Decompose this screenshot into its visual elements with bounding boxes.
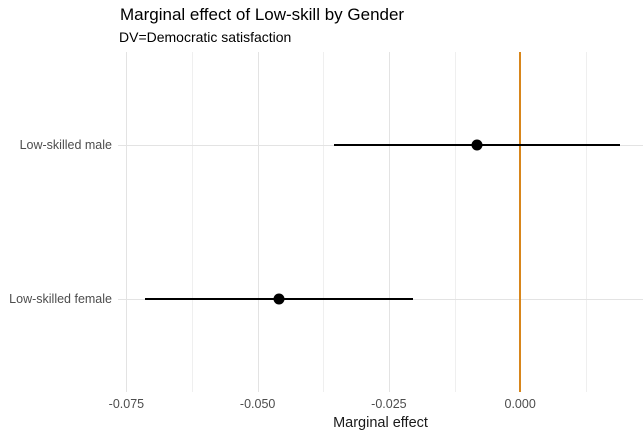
point-estimate (471, 139, 483, 151)
x-tick-label: -0.050 (239, 397, 276, 411)
gridline-minor (192, 52, 194, 392)
x-axis-tick-labels: -0.075 -0.050 -0.025 0.000 (109, 397, 643, 413)
gridline-minor (323, 52, 325, 392)
gridline-minor (454, 52, 456, 392)
y-tick-label: Low-skilled male (19, 137, 112, 152)
gridline-major (126, 52, 128, 392)
x-tick-label: -0.075 (108, 397, 145, 411)
gridline-major (257, 52, 259, 392)
x-tick-label: -0.025 (371, 397, 407, 411)
chart-subtitle: DV=Democratic satisfaction (119, 29, 292, 45)
plot-panel (118, 52, 643, 392)
y-tick-label: Low-skilled female (9, 292, 112, 307)
zero-reference-line (519, 52, 522, 392)
chart-title: Marginal effect of Low-skill by Gender (120, 5, 405, 24)
y-axis-labels: Low-skilled male Low-skilled female (0, 52, 112, 392)
gridline-major (388, 52, 390, 392)
gridline-minor (585, 52, 587, 392)
x-axis-title: Marginal effect (333, 415, 428, 431)
x-tick-label: 0.000 (504, 397, 536, 411)
point-estimate (273, 293, 285, 305)
